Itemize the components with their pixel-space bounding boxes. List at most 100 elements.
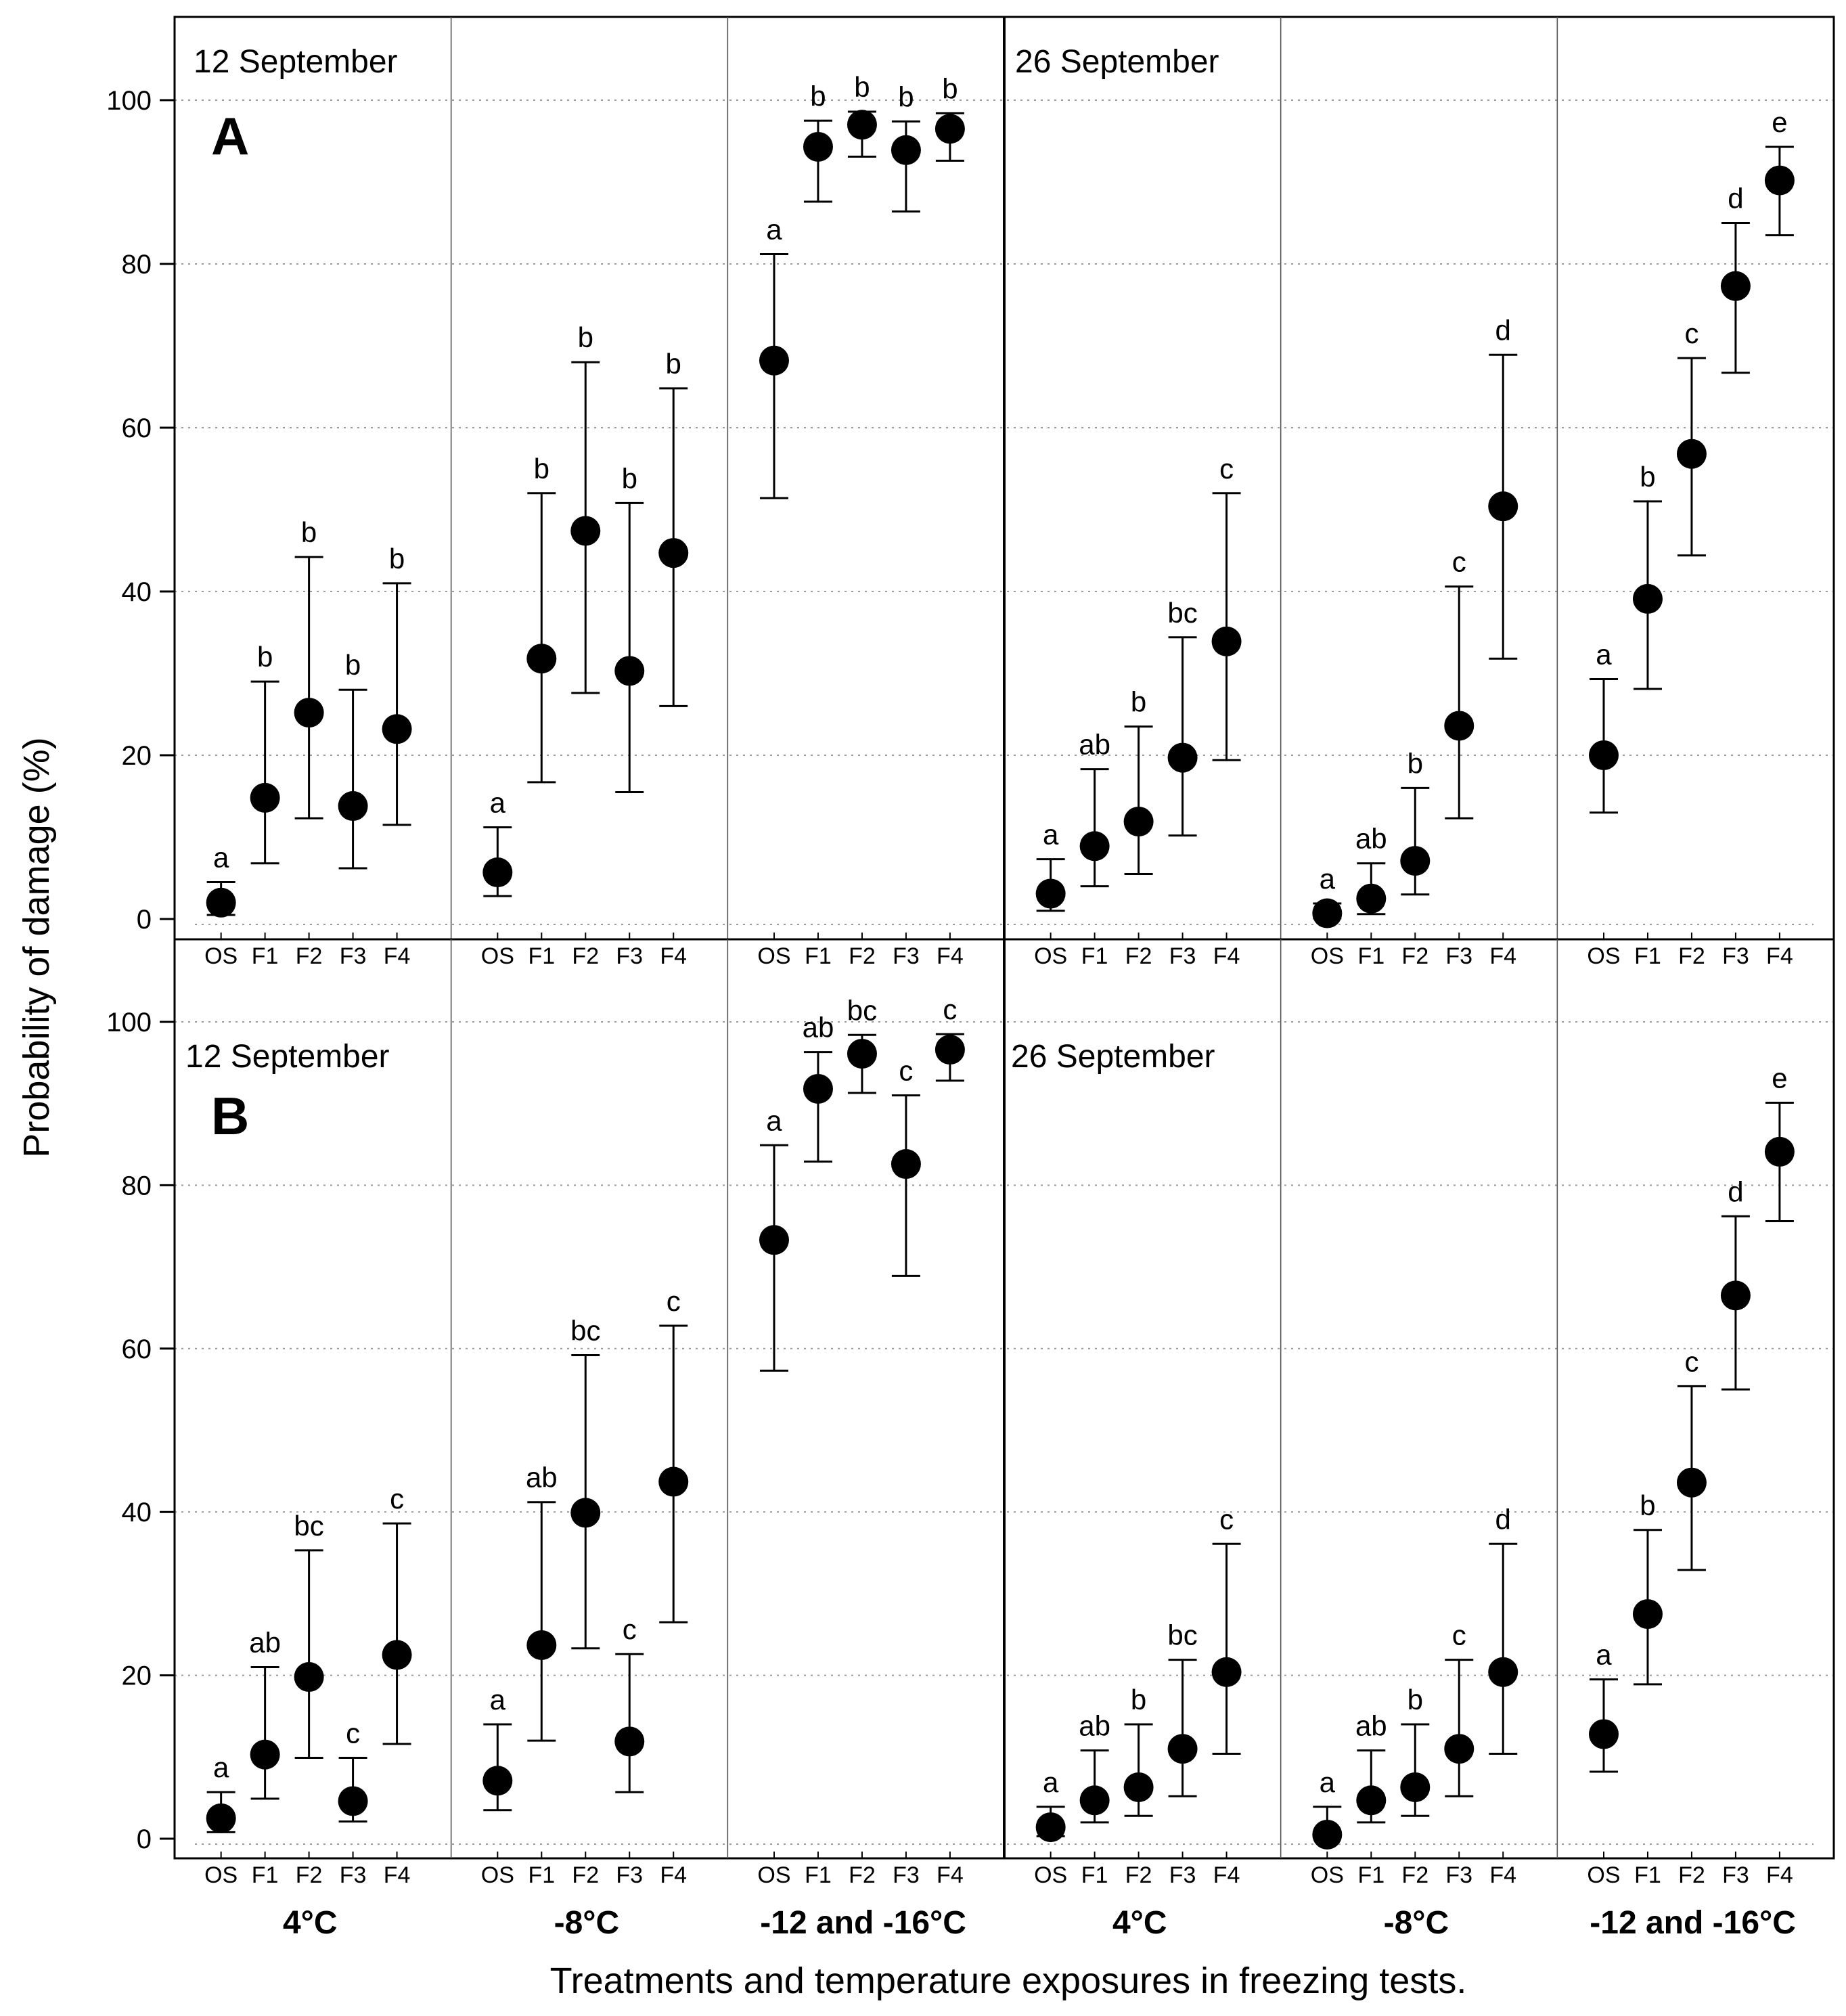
significance-letter-A-5-F3: d: [1728, 183, 1743, 215]
significance-letter-A-4-F3: c: [1452, 546, 1466, 578]
data-point-A-4-OS: [1312, 898, 1343, 928]
x-tick-label-B-5-OS: OS: [1587, 1862, 1620, 1888]
significance-letter-A-2-F4: b: [942, 72, 958, 104]
data-point-B-1-F1: [526, 1630, 557, 1660]
x-tick-label-A-5-F3: F3: [1722, 943, 1749, 969]
data-point-A-1-F4: [658, 538, 689, 568]
x-tick-label-A-3-F3: F3: [1169, 943, 1196, 969]
date-label-A-left: 12 September: [194, 44, 398, 80]
y-tick-label-A-0: 0: [137, 905, 152, 935]
data-point-A-1-F3: [614, 656, 645, 686]
significance-letter-B-3-F2: b: [1131, 1684, 1146, 1716]
significance-letter-B-5-F4: e: [1772, 1062, 1787, 1094]
significance-letter-A-5-F4: e: [1772, 106, 1787, 138]
significance-letter-A-1-F3: b: [622, 462, 637, 494]
data-point-B-4-OS: [1312, 1819, 1343, 1850]
x-tick-label-A-0-F3: F3: [340, 943, 367, 969]
data-point-A-2-F2: [847, 110, 877, 140]
significance-letter-A-4-F1: ab: [1355, 823, 1387, 855]
x-tick-label-B-3-OS: OS: [1034, 1862, 1067, 1888]
x-tick-label-A-1-F4: F4: [660, 943, 687, 969]
significance-letter-B-1-F4: c: [667, 1285, 681, 1317]
significance-letter-B-2-OS: a: [766, 1104, 782, 1136]
significance-letter-B-3-F3: bc: [1167, 1619, 1197, 1651]
x-tick-label-B-2-F4: F4: [937, 1862, 964, 1888]
data-point-B-1-F4: [658, 1466, 689, 1497]
x-tick-label-A-1-OS: OS: [481, 943, 514, 969]
significance-letter-B-1-F1: ab: [526, 1462, 558, 1494]
data-point-B-4-F3: [1444, 1734, 1474, 1764]
data-point-B-0-F3: [338, 1786, 368, 1816]
x-tick-label-A-1-F1: F1: [528, 943, 555, 969]
significance-letter-A-3-F2: b: [1131, 686, 1146, 718]
temperature-label-5: -12 and -16°C: [1590, 1905, 1796, 1941]
data-point-B-3-F4: [1211, 1657, 1242, 1687]
date-label-B-left: 12 September: [185, 1039, 390, 1075]
y-tick-label-A-60: 60: [122, 413, 152, 443]
significance-letter-B-0-F3: c: [346, 1718, 360, 1749]
significance-letter-B-3-F1: ab: [1079, 1710, 1110, 1742]
significance-letter-A-3-F3: bc: [1167, 597, 1197, 629]
x-tick-label-A-4-F2: F2: [1401, 943, 1428, 969]
x-tick-label-B-5-F3: F3: [1722, 1862, 1749, 1888]
data-point-A-0-OS: [206, 887, 236, 918]
temperature-label-0: 4°C: [283, 1905, 338, 1941]
x-tick-label-B-0-F2: F2: [296, 1862, 323, 1888]
significance-letter-B-0-F4: c: [390, 1483, 404, 1515]
y-tick-label-B-60: 60: [122, 1335, 152, 1364]
x-tick-label-B-3-F3: F3: [1169, 1862, 1196, 1888]
temperature-label-4: -8°C: [1384, 1905, 1449, 1941]
data-point-A-1-F2: [570, 516, 601, 546]
data-point-A-3-OS: [1035, 878, 1066, 909]
x-tick-label-A-4-F4: F4: [1489, 943, 1516, 969]
significance-letter-A-0-F2: b: [301, 516, 317, 548]
y-tick-label-B-80: 80: [122, 1171, 152, 1201]
significance-letter-A-5-F2: c: [1684, 317, 1698, 349]
significance-letter-B-1-F3: c: [623, 1613, 637, 1645]
significance-letter-A-4-OS: a: [1320, 863, 1336, 895]
data-point-B-2-F3: [891, 1149, 921, 1180]
x-tick-label-B-1-OS: OS: [481, 1862, 514, 1888]
significance-letter-B-0-F1: ab: [249, 1627, 281, 1659]
data-point-B-4-F1: [1356, 1785, 1387, 1816]
x-tick-label-A-2-OS: OS: [757, 943, 790, 969]
x-tick-label-B-3-F2: F2: [1125, 1862, 1152, 1888]
x-tick-label-B-1-F2: F2: [572, 1862, 599, 1888]
significance-letter-B-2-F1: ab: [803, 1012, 834, 1044]
data-point-A-4-F3: [1444, 711, 1474, 741]
significance-letter-B-1-F2: bc: [570, 1314, 600, 1346]
significance-letter-B-3-F4: c: [1219, 1503, 1234, 1535]
x-tick-label-B-2-OS: OS: [757, 1862, 790, 1888]
x-tick-label-B-4-F4: F4: [1489, 1862, 1516, 1888]
temperature-label-2: -12 and -16°C: [760, 1905, 966, 1941]
y-tick-label-A-100: 100: [106, 86, 152, 116]
panel-letter-A: A: [211, 106, 249, 166]
significance-letter-A-3-F1: ab: [1079, 729, 1110, 761]
data-point-A-5-F2: [1676, 439, 1707, 469]
data-point-A-4-F4: [1488, 491, 1518, 522]
data-point-A-2-OS: [759, 345, 789, 376]
data-point-A-4-F1: [1356, 883, 1387, 914]
data-point-B-2-F2: [847, 1039, 877, 1069]
y-tick-label-A-80: 80: [122, 250, 152, 279]
significance-letter-B-0-F2: bc: [294, 1510, 323, 1542]
y-tick-label-A-40: 40: [122, 577, 152, 607]
x-tick-label-B-0-F3: F3: [340, 1862, 367, 1888]
data-point-A-0-F1: [250, 782, 280, 813]
x-tick-label-B-4-OS: OS: [1311, 1862, 1344, 1888]
x-tick-label-B-0-OS: OS: [204, 1862, 238, 1888]
data-point-B-3-F2: [1123, 1772, 1154, 1802]
x-tick-label-A-1-F3: F3: [616, 943, 643, 969]
x-tick-label-A-5-F1: F1: [1634, 943, 1661, 969]
data-point-B-4-F4: [1488, 1657, 1518, 1687]
data-point-A-0-F4: [382, 714, 412, 744]
x-tick-label-A-3-F2: F2: [1125, 943, 1152, 969]
data-point-A-4-F2: [1400, 846, 1431, 876]
significance-letter-A-2-F1: b: [810, 80, 826, 112]
significance-letter-A-1-F4: b: [666, 348, 681, 380]
significance-letter-B-4-F4: d: [1495, 1503, 1511, 1535]
x-tick-label-A-3-F4: F4: [1213, 943, 1240, 969]
significance-letter-B-1-OS: a: [490, 1684, 506, 1716]
y-tick-label-B-0: 0: [137, 1824, 152, 1854]
